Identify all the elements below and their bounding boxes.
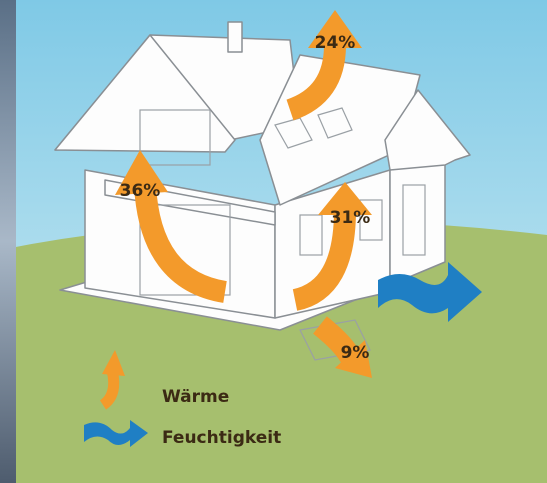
label: 36% [120, 181, 161, 201]
legend-label: Wärme [162, 387, 229, 407]
label: 24% [315, 33, 356, 53]
label: 31% [330, 208, 371, 228]
legend-label: Feuchtigkeit [162, 428, 281, 448]
illustration: 24% 36% 31% 9% Wärme Feuchtigkeit [0, 0, 547, 483]
label: 9% [341, 343, 370, 363]
photo-edge [0, 0, 16, 483]
